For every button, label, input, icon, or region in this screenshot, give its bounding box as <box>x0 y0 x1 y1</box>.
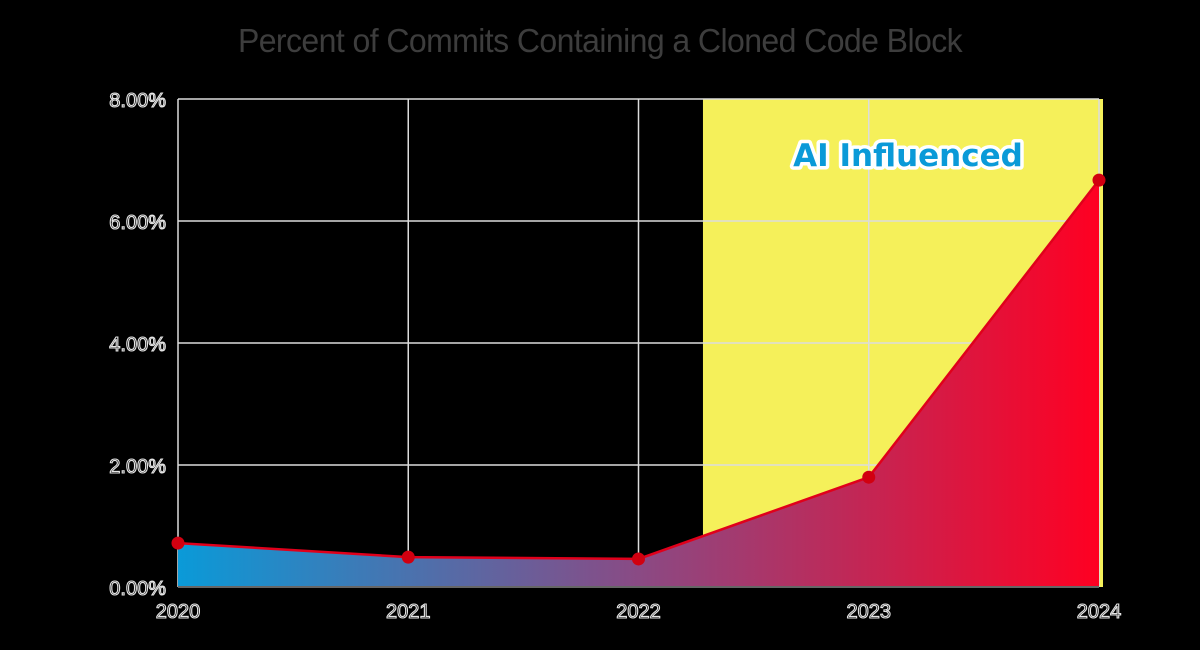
ai-influenced-label: AI Influenced <box>793 138 1023 174</box>
x-tick-label: 2023 <box>847 601 892 623</box>
data-point-2023 <box>862 470 876 484</box>
y-tick-label: 0.00% <box>109 578 166 600</box>
x-tick-label: 2021 <box>386 601 431 623</box>
data-point-2020 <box>171 536 185 550</box>
chart-title: Percent of Commits Containing a Cloned C… <box>237 22 963 59</box>
x-axis-labels: 2020 2021 2022 2023 2024 <box>155 600 1122 623</box>
data-markers <box>171 173 1106 566</box>
y-tick-label: 6.00% <box>109 212 166 234</box>
data-point-2022 <box>632 552 645 566</box>
x-tick-label: 2024 <box>1077 601 1122 623</box>
y-tick-label: 8.00% <box>109 90 166 112</box>
area-fill <box>178 180 1099 587</box>
y-tick-label: 4.00% <box>109 334 166 356</box>
x-tick-label: 2022 <box>616 601 661 623</box>
x-tick-label: 2020 <box>156 601 201 623</box>
y-axis-labels: 0.00% 2.00% 4.00% 6.00% 8.00% <box>109 89 167 600</box>
y-tick-label: 2.00% <box>109 456 166 478</box>
data-point-2021 <box>401 550 415 564</box>
data-point-2024 <box>1092 173 1106 187</box>
